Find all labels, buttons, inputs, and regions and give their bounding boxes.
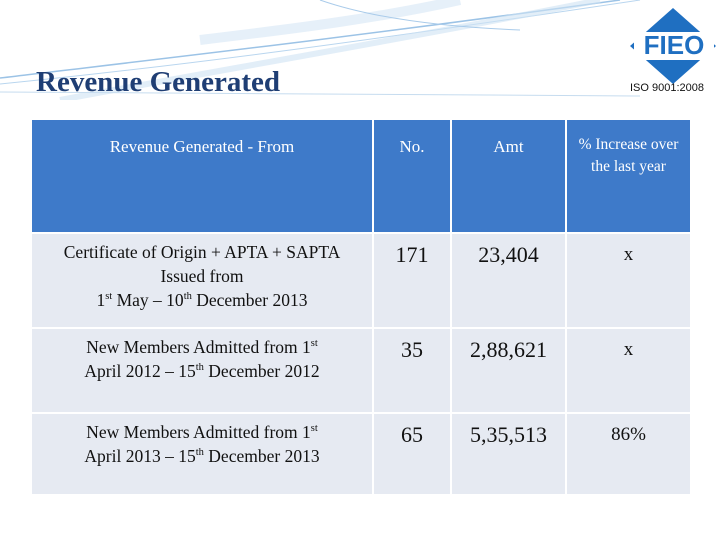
label-text: New Members Admitted from 1: [86, 422, 311, 442]
label-text: 1: [96, 290, 106, 310]
increase-cell: x: [565, 327, 692, 414]
label-line: April 2013 – 15th December 2013: [36, 444, 368, 468]
count-cell: 65: [372, 412, 452, 496]
increase-cell: 86%: [565, 412, 692, 496]
column-header: Revenue Generated - From: [30, 118, 374, 234]
column-header: No.: [372, 118, 452, 234]
label-superscript: th: [183, 291, 192, 303]
label-superscript: th: [195, 362, 204, 374]
label-text: December 2012: [203, 361, 320, 381]
table-row: New Members Admitted from 1st April 2012 …: [30, 327, 692, 414]
table-body: Revenue Generated - From No. Amt% Increase…: [30, 118, 692, 496]
table-row: New Members Admitted from 1st April 2013 …: [30, 412, 692, 496]
row-label: New Members Admitted from 1st April 2013 …: [30, 412, 374, 496]
increase-cell: x: [565, 232, 692, 329]
logo-text: FIEO: [644, 30, 705, 60]
count-cell: 171: [372, 232, 452, 329]
label-superscript: th: [195, 447, 204, 459]
label-text: May – 10: [112, 290, 184, 310]
label-text: April 2012 – 15: [84, 361, 196, 381]
label-superscript: st: [310, 338, 318, 350]
label-text: New Members Admitted from 1: [86, 337, 311, 357]
amount-cell: 2,88,621: [450, 327, 567, 414]
label-text: December 2013: [191, 290, 308, 310]
label-superscript: st: [105, 291, 113, 303]
label-line: 1st May – 10th December 2013: [36, 288, 368, 312]
table-row: Certificate of Origin + APTA + SAPTA Issu…: [30, 232, 692, 329]
count-cell: 35: [372, 327, 452, 414]
row-label: New Members Admitted from 1st April 2012 …: [30, 327, 374, 414]
column-header: % Increase over the last year: [565, 118, 692, 234]
column-header: Amt: [450, 118, 567, 234]
certification: ISO 9001:2008: [630, 82, 705, 94]
label-text: December 2013: [203, 446, 320, 466]
label-text: April 2013 – 15: [84, 446, 196, 466]
amount-cell: 5,35,513: [450, 412, 567, 496]
label-superscript: st: [310, 423, 318, 435]
slide-title: Revenue Generated: [36, 66, 281, 98]
header-decoration: [0, 0, 641, 100]
label-text: Certificate of Origin + APTA + SAPTA: [63, 242, 341, 262]
label-line: Issued from: [36, 264, 368, 288]
label-line: New Members Admitted from 1st: [36, 420, 368, 444]
row-label: Certificate of Origin + APTA + SAPTA Issu…: [30, 232, 374, 329]
label-line: New Members Admitted from 1st: [36, 335, 368, 359]
label-text: Issued from: [160, 266, 244, 286]
label-line: Certificate of Origin + APTA + SAPTA: [36, 240, 368, 264]
revenue-table: Revenue Generated - From No. Amt% Increase…: [30, 118, 692, 496]
logo: FIEO: [630, 8, 716, 84]
amount-cell: 23,404: [450, 232, 567, 329]
label-line: April 2012 – 15th December 2012: [36, 359, 368, 383]
header-row: Revenue Generated - From No. Amt% Increase…: [30, 118, 692, 234]
